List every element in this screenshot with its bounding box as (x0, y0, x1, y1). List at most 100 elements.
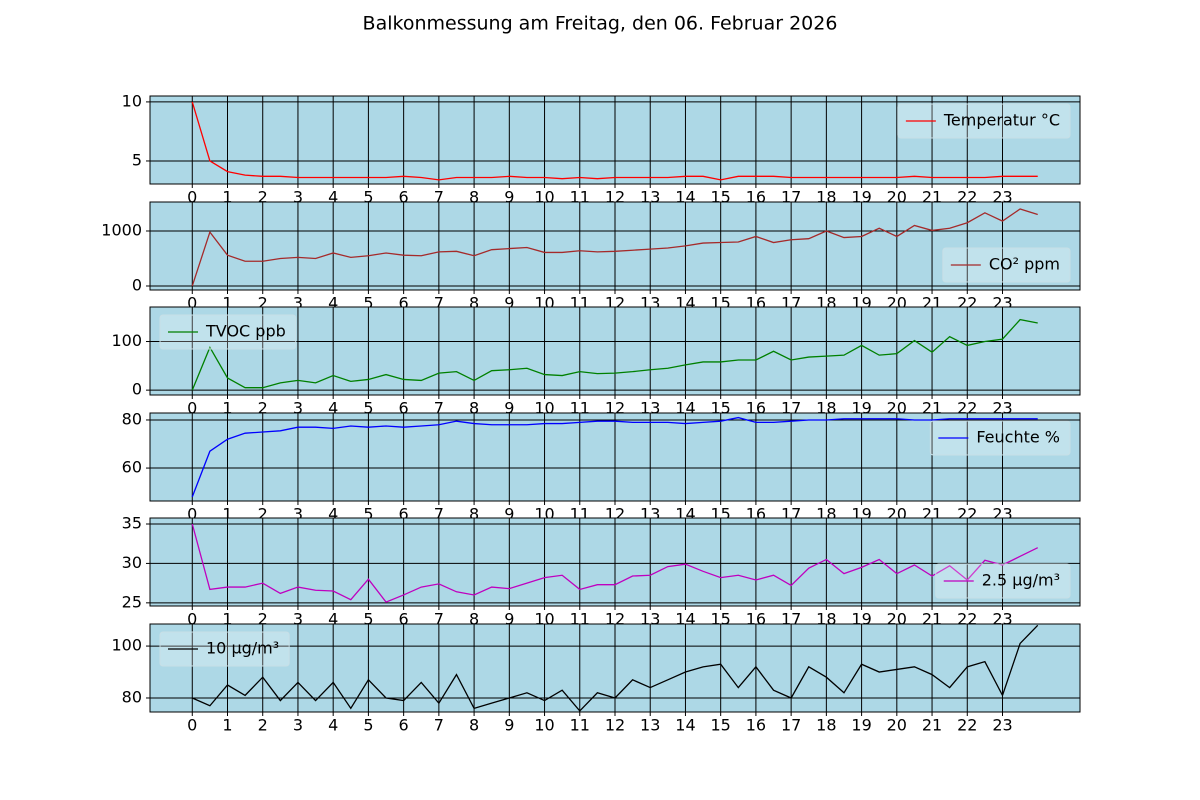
x-tick-label: 7 (434, 399, 444, 418)
legend: CO² ppm (942, 247, 1071, 283)
x-tick-label: 4 (328, 399, 338, 418)
x-tick-label: 0 (187, 716, 197, 735)
x-tick-label: 1 (222, 716, 232, 735)
x-tick-label: 4 (328, 294, 338, 313)
x-tick-label: 6 (399, 610, 409, 629)
x-tick-label: 0 (187, 610, 197, 629)
plot-frame (149, 306, 1081, 396)
x-tick-label: 8 (469, 188, 479, 207)
x-tick-label: 9 (504, 716, 514, 735)
y-tick-label: 80 (122, 687, 142, 706)
x-tick-label: 10 (534, 716, 554, 735)
x-tick-label: 9 (504, 188, 514, 207)
x-tick-label: 8 (469, 716, 479, 735)
subplot: 0 1 2 3 4 5 6 7 8 9 10 11 12 13 14 15 16 17 18 19 20 21 22 2351… (122, 91, 1081, 207)
x-tick-label: 9 (504, 294, 514, 313)
x-tick-label: 9 (504, 505, 514, 524)
y-tick-label: 0 (132, 275, 142, 294)
data-layer (191, 318, 1038, 391)
legend: Temperatur °C (897, 103, 1071, 139)
plot-frame (149, 95, 1081, 185)
x-tick-label: 4 (328, 716, 338, 735)
y-tick-label: 100 (111, 331, 142, 350)
x-tick-label: 2 (258, 610, 268, 629)
data-line (192, 624, 1039, 712)
data-layer (191, 208, 1038, 287)
subplot: 0 1 2 3 4 5 6 7 8 9 10 11 12 13 14 15 16 17 18 19 20 21 22 2325… (122, 513, 1081, 629)
legend-box (942, 247, 1071, 283)
y-tick-label: 60 (122, 458, 142, 477)
x-tick-label: 4 (328, 610, 338, 629)
x-tick-label: 19 (851, 716, 871, 735)
x-tick-label: 12 (605, 716, 625, 735)
x-tick-label: 1 (222, 505, 232, 524)
legend: 2.5 µg/m³ (935, 563, 1071, 599)
x-tick-label: 5 (363, 294, 373, 313)
legend-box (159, 631, 290, 667)
x-tick-label: 2 (258, 399, 268, 418)
x-tick-label: 14 (675, 716, 695, 735)
plot-frame (149, 517, 1081, 607)
legend-label: 2.5 µg/m³ (982, 571, 1060, 590)
legend-label: Temperatur °C (943, 111, 1060, 130)
x-tick-label: 16 (746, 716, 766, 735)
y-tick-label: 0 (132, 380, 142, 399)
x-tick-label: 9 (504, 399, 514, 418)
x-tick-label: 5 (363, 610, 373, 629)
x-tick-label: 0 (187, 399, 197, 418)
x-tick-label: 2 (258, 294, 268, 313)
x-tick-label: 7 (434, 505, 444, 524)
x-tick-label: 11 (570, 716, 590, 735)
legend: TVOC ppb (159, 314, 297, 350)
plot-frame (149, 623, 1081, 713)
subplot: 0 1 2 3 4 5 6 7 8 9 10 11 12 13 14 15 16 17 18 19 20 21 22 2301… (101, 201, 1081, 313)
subplot: 0 1 2 3 4 5 6 7 8 9 10 11 12 13 14 15 16 17 18 19 20 21 22 2380… (111, 623, 1081, 735)
y-tick-label: 25 (122, 592, 142, 611)
x-tick-label: 3 (293, 505, 303, 524)
x-tick-label: 6 (399, 188, 409, 207)
x-tick-label: 1 (222, 188, 232, 207)
legend-label: 10 µg/m³ (206, 639, 279, 658)
legend-label: TVOC ppb (205, 322, 286, 341)
legend-label: CO² ppm (989, 255, 1060, 274)
x-tick-label: 3 (293, 716, 303, 735)
y-tick-label: 35 (122, 513, 142, 532)
x-tick-label: 3 (293, 610, 303, 629)
data-line (191, 416, 1038, 498)
x-tick-label: 7 (434, 188, 444, 207)
x-tick-label: 21 (922, 716, 942, 735)
x-tick-label: 22 (957, 716, 977, 735)
x-tick-label: 18 (816, 716, 836, 735)
y-tick-label: 80 (122, 409, 142, 428)
plot-frame (149, 201, 1081, 291)
legend-box (935, 563, 1071, 599)
x-tick-label: 20 (887, 716, 907, 735)
x-tick-label: 6 (399, 294, 409, 313)
x-tick-label: 1 (222, 610, 232, 629)
x-tick-label: 5 (363, 716, 373, 735)
legend-box (897, 103, 1071, 139)
data-line (191, 318, 1038, 391)
x-tick-label: 0 (187, 294, 197, 313)
data-layer (191, 101, 1038, 181)
plot-frame (149, 412, 1081, 502)
legend-box (929, 420, 1071, 456)
x-tick-label: 8 (469, 399, 479, 418)
x-tick-label: 4 (328, 188, 338, 207)
x-tick-label: 8 (469, 610, 479, 629)
legend-label: Feuchte % (976, 428, 1060, 447)
x-tick-label: 7 (434, 610, 444, 629)
y-tick-label: 5 (132, 150, 142, 169)
x-tick-label: 5 (363, 505, 373, 524)
y-tick-label: 100 (111, 636, 142, 655)
x-tick-label: 2 (258, 188, 268, 207)
x-tick-label: 7 (434, 716, 444, 735)
x-tick-label: 2 (258, 505, 268, 524)
data-layer (191, 416, 1038, 498)
x-tick-label: 17 (781, 716, 801, 735)
y-tick-label: 1000 (101, 220, 142, 239)
x-tick-label: 6 (399, 505, 409, 524)
x-tick-label: 8 (469, 294, 479, 313)
subplot: 0 1 2 3 4 5 6 7 8 9 10 11 12 13 14 15 16 17 18 19 20 21 22 2360… (122, 409, 1081, 524)
